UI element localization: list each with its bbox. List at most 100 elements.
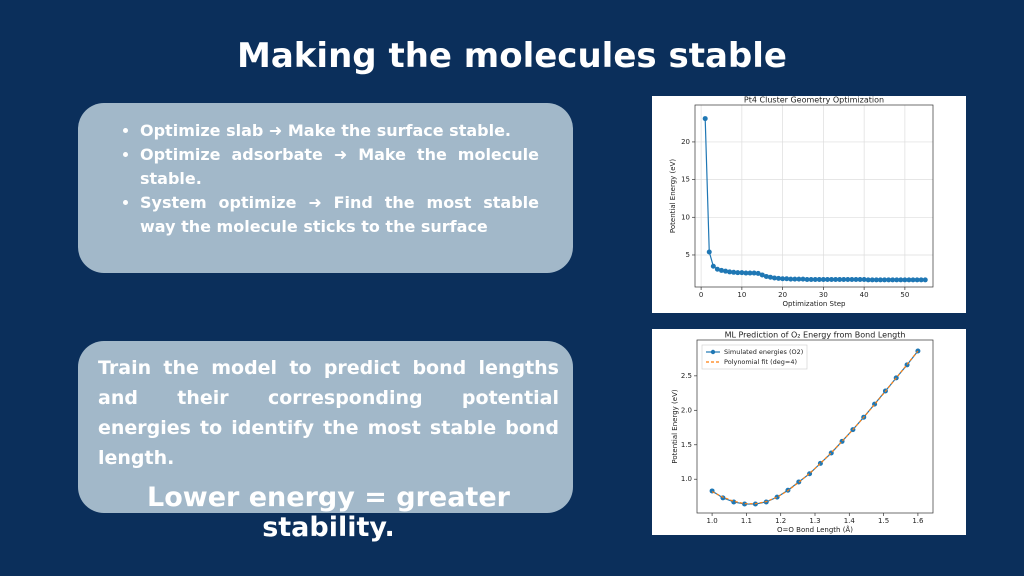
data-point <box>857 276 863 282</box>
y-axis-label: Potential Energy (eV) <box>669 159 677 233</box>
data-point <box>800 276 806 282</box>
bullet-box: Optimize slab ➜ Make the surface stable.… <box>78 103 573 273</box>
data-point <box>829 276 835 282</box>
data-point <box>853 276 859 282</box>
data-point <box>837 276 843 282</box>
data-point <box>886 277 892 283</box>
y-axis-label: Potential Energy (eV) <box>671 389 679 463</box>
series-line <box>711 350 919 505</box>
x-axis-label: Optimization Step <box>783 300 846 308</box>
data-point <box>759 272 765 278</box>
data-point <box>710 263 716 269</box>
x-tick-label: 1.2 <box>775 517 786 525</box>
data-point <box>755 270 761 276</box>
x-tick-label: 30 <box>819 291 828 299</box>
data-point <box>898 277 904 283</box>
y-tick-label: 15 <box>681 176 690 184</box>
data-point <box>731 269 737 275</box>
y-tick-label: 1.0 <box>681 475 692 483</box>
data-point <box>767 274 773 280</box>
plot-frame <box>696 339 934 514</box>
data-point <box>714 266 720 272</box>
x-tick-label: 1.6 <box>912 517 924 525</box>
x-tick-label: 20 <box>778 291 787 299</box>
x-tick-label: 0 <box>699 291 703 299</box>
series-line <box>704 118 926 281</box>
data-point <box>784 276 790 282</box>
data-point <box>706 249 712 255</box>
y-tick-label: 1.5 <box>681 441 692 449</box>
chart: Pt4 Cluster Geometry Optimization 0 10 20 30… <box>652 96 966 313</box>
x-tick-label: 1.5 <box>878 517 889 525</box>
data-point <box>841 276 847 282</box>
chart-title: Pt4 Cluster Geometry Optimization <box>744 96 884 105</box>
series-line <box>711 350 919 505</box>
data-point <box>849 276 855 282</box>
data-point <box>865 277 871 283</box>
legend <box>701 344 808 370</box>
x-tick-label: 10 <box>737 291 746 299</box>
bullet: System optimize ➜ Find the most stable w… <box>140 191 539 239</box>
summary-box: Train the model to predict bond lengths … <box>78 341 573 543</box>
bullet: Optimize slab ➜ Make the surface stable. <box>140 119 539 143</box>
x-tick-label: 1.0 <box>707 517 718 525</box>
data-point <box>918 277 924 283</box>
x-tick-label: 40 <box>860 291 869 299</box>
data-point <box>861 276 867 282</box>
data-point <box>776 275 782 281</box>
data-point <box>788 276 794 282</box>
bullet-list: Optimize slab ➜ Make the surface stable.… <box>140 119 539 239</box>
x-tick-label: 50 <box>900 291 909 299</box>
legend-label: Polynomial fit (deg=4) <box>724 358 797 366</box>
data-point <box>743 270 749 276</box>
data-point <box>914 277 920 283</box>
data-point <box>877 277 883 283</box>
data-point <box>890 277 896 283</box>
x-tick-label: 1.1 <box>741 517 752 525</box>
data-point <box>742 501 748 507</box>
data-point <box>824 276 830 282</box>
chart: ML Prediction of O₂ Energy from Bond Len… <box>652 329 966 535</box>
data-point <box>906 277 912 283</box>
legend-label: Simulated energies (O2) <box>724 348 803 356</box>
data-point <box>873 277 879 283</box>
data-point <box>910 277 916 283</box>
slide-title: Making the molecules stable <box>237 36 787 76</box>
data-point <box>739 270 745 276</box>
data-point <box>751 270 757 276</box>
y-tick-label: 10 <box>681 213 690 221</box>
x-tick-label: 1.4 <box>844 517 856 525</box>
data-point <box>902 277 908 283</box>
x-tick-label: 1.3 <box>809 517 820 525</box>
data-point <box>723 268 729 274</box>
conclusion: Lower energy = greater stability. <box>147 482 510 543</box>
data-point <box>820 276 826 282</box>
data-point <box>796 276 802 282</box>
data-point <box>808 276 814 282</box>
data-point <box>812 276 818 282</box>
legend-marker <box>710 349 716 355</box>
data-point <box>882 277 888 283</box>
data-point <box>735 270 741 276</box>
data-point <box>727 269 733 275</box>
data-point <box>816 276 822 282</box>
data-point <box>804 276 810 282</box>
data-point <box>702 116 708 122</box>
data-point <box>792 276 798 282</box>
y-tick-label: 5 <box>686 251 690 259</box>
y-tick-label: 2.5 <box>681 372 692 380</box>
data-point <box>833 276 839 282</box>
data-point <box>771 275 777 281</box>
data-point <box>869 277 875 283</box>
data-point <box>780 276 786 282</box>
data-point <box>922 277 928 283</box>
bullet: Optimize adsorbate ➜ Make the molecule s… <box>140 143 539 191</box>
chart-title: ML Prediction of O₂ Energy from Bond Len… <box>725 331 906 340</box>
data-point <box>845 276 851 282</box>
y-tick-label: 2.0 <box>681 406 692 414</box>
plot-frame <box>694 104 934 288</box>
data-point <box>763 273 769 279</box>
summary: Train the model to predict bond lengths … <box>98 357 559 469</box>
data-point <box>747 270 753 276</box>
